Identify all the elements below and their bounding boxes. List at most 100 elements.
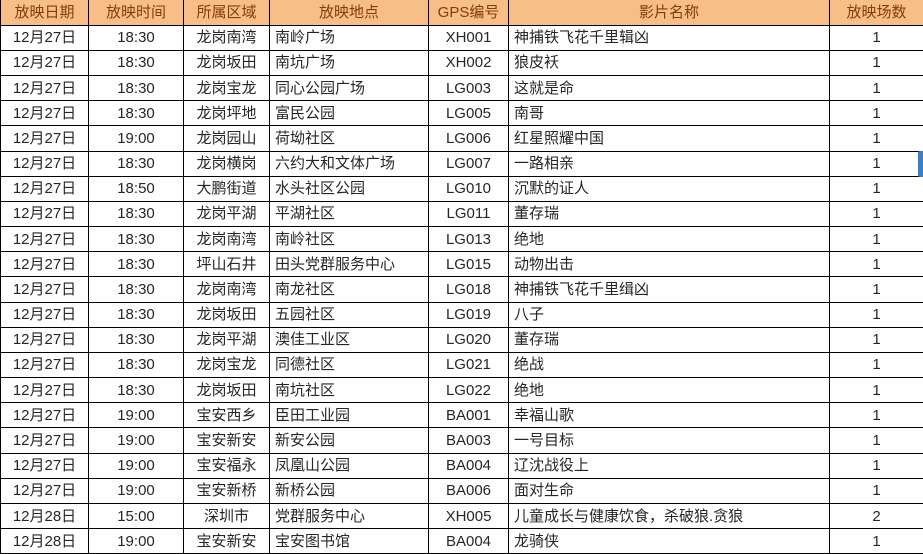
table-cell[interactable]: 18:30 [88,150,184,177]
table-cell[interactable]: LG011 [428,200,509,228]
table-cell[interactable]: 面对生命 [508,477,830,504]
table-cell[interactable]: 龙岗宝龙 [183,75,270,102]
table-cell[interactable]: 1 [829,301,923,328]
table-cell[interactable]: 18:30 [88,200,184,228]
table-cell[interactable]: 1 [829,200,923,228]
table-cell[interactable]: 龙岗横岗 [183,150,270,177]
table-cell[interactable]: 12月27日 [0,49,89,77]
table-cell[interactable]: 19:00 [88,528,184,554]
table-cell[interactable]: 龙岗坂田 [183,49,270,77]
table-cell[interactable]: LG019 [428,301,509,328]
table-cell[interactable]: 宝安西乡 [183,402,270,429]
table-cell[interactable]: 龙岗平湖 [183,326,270,353]
table-cell[interactable]: 龙岗坂田 [183,301,270,328]
table-cell[interactable]: 南岭社区 [269,226,429,253]
table-cell[interactable]: 南坑社区 [269,377,429,404]
table-cell[interactable]: 同心公园广场 [269,75,429,102]
table-cell[interactable]: 绝地 [508,377,830,404]
table-cell[interactable]: 18:30 [88,377,184,404]
table-cell[interactable]: 龙岗南湾 [183,226,270,253]
table-cell[interactable]: 18:30 [88,226,184,253]
table-cell[interactable]: 八子 [508,301,830,328]
table-cell[interactable]: LG015 [428,251,509,278]
table-cell[interactable]: 18:30 [88,100,184,127]
column-header[interactable]: 放映日期 [0,0,89,26]
table-cell[interactable]: LG022 [428,377,509,404]
table-cell[interactable]: XH005 [428,502,509,530]
table-cell[interactable]: 1 [829,477,923,504]
table-cell[interactable]: 龙岗平湖 [183,200,270,228]
table-cell[interactable]: BA003 [428,427,509,454]
column-header[interactable]: 影片名称 [508,0,830,26]
table-cell[interactable]: LG018 [428,276,509,303]
table-cell[interactable]: BA004 [428,452,509,479]
table-cell[interactable]: 党群服务中心 [269,502,429,530]
table-cell[interactable]: 南岭广场 [269,24,429,51]
table-cell[interactable]: 辽沈战役上 [508,452,830,479]
table-cell[interactable]: 龙岗坪地 [183,100,270,127]
table-cell[interactable]: 龙岗坂田 [183,377,270,404]
table-cell[interactable]: 1 [829,276,923,303]
table-cell[interactable]: 五园社区 [269,301,429,328]
column-header[interactable]: 放映场数 [829,0,923,26]
table-cell[interactable]: LG003 [428,75,509,102]
table-cell[interactable]: LG006 [428,125,509,152]
table-cell[interactable]: 1 [829,528,923,554]
column-header[interactable]: GPS编号 [428,0,509,26]
table-cell[interactable]: 龙岗南湾 [183,276,270,303]
table-cell[interactable]: 一路相亲 [508,150,830,177]
table-cell[interactable]: 1 [829,452,923,479]
table-cell[interactable]: 凤凰山公园 [269,452,429,479]
table-cell[interactable]: 田头党群服务中心 [269,251,429,278]
table-cell[interactable]: 18:30 [88,24,184,51]
table-cell[interactable]: 19:00 [88,125,184,152]
table-cell[interactable]: 红星照耀中国 [508,125,830,152]
table-cell[interactable]: 1 [829,49,923,77]
table-cell[interactable]: 15:00 [88,502,184,530]
table-cell[interactable]: 12月27日 [0,251,89,278]
table-cell[interactable]: 12月27日 [0,200,89,228]
table-cell[interactable]: 12月27日 [0,301,89,328]
table-cell[interactable]: BA004 [428,528,509,554]
table-cell[interactable]: 坪山石井 [183,251,270,278]
table-cell[interactable]: 绝地 [508,226,830,253]
table-cell[interactable]: 12月27日 [0,226,89,253]
table-cell[interactable]: 1 [829,351,923,379]
table-cell[interactable]: 富民公园 [269,100,429,127]
table-cell[interactable]: 12月27日 [0,175,89,202]
table-cell[interactable]: 19:00 [88,402,184,429]
table-cell[interactable]: 绝战 [508,351,830,379]
table-cell[interactable]: 18:30 [88,351,184,379]
table-cell[interactable]: 18:50 [88,175,184,202]
table-cell[interactable]: 19:00 [88,477,184,504]
table-cell[interactable]: 龙岗园山 [183,125,270,152]
table-cell[interactable]: 18:30 [88,276,184,303]
column-header[interactable]: 放映时间 [88,0,184,26]
table-cell[interactable]: 19:00 [88,452,184,479]
table-cell[interactable]: 平湖社区 [269,200,429,228]
table-cell[interactable]: 神捕铁飞花千里辑凶 [508,24,830,51]
table-cell[interactable]: 12月27日 [0,75,89,102]
table-cell[interactable]: 神捕铁飞花千里缉凶 [508,276,830,303]
table-cell[interactable]: XH001 [428,24,509,51]
table-cell[interactable]: 沉默的证人 [508,175,830,202]
table-cell[interactable]: 12月27日 [0,452,89,479]
table-cell[interactable]: LG007 [428,150,509,177]
table-cell[interactable]: 董存瑞 [508,200,830,228]
table-cell[interactable]: 南坑广场 [269,49,429,77]
table-cell[interactable]: 12月27日 [0,125,89,152]
table-cell[interactable]: 12月27日 [0,24,89,51]
table-cell[interactable]: 大鹏街道 [183,175,270,202]
table-cell[interactable]: 12月27日 [0,100,89,127]
table-cell[interactable]: 12月27日 [0,276,89,303]
table-cell[interactable]: 龙骑侠 [508,528,830,554]
table-cell[interactable]: 1 [829,402,923,429]
table-cell[interactable]: 臣田工业园 [269,402,429,429]
table-cell[interactable]: 18:30 [88,251,184,278]
table-cell[interactable]: LG020 [428,326,509,353]
table-cell[interactable]: 12月27日 [0,477,89,504]
table-cell[interactable]: 宝安福永 [183,452,270,479]
table-cell[interactable]: 18:30 [88,326,184,353]
table-cell[interactable]: 一号目标 [508,427,830,454]
table-cell[interactable]: 1 [829,125,923,152]
